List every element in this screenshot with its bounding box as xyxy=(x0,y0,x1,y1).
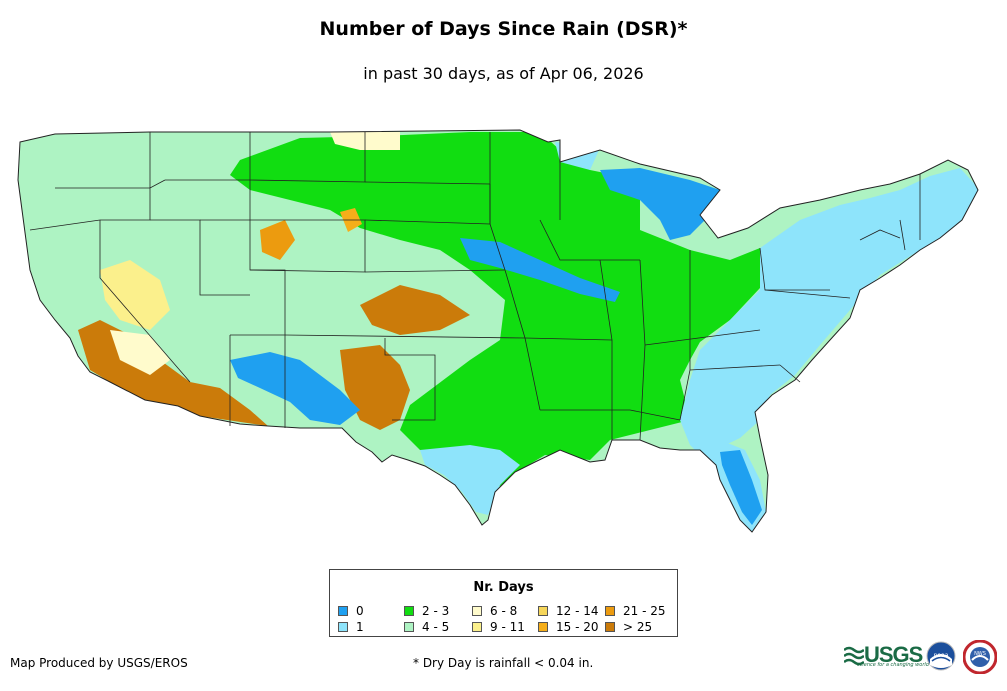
noaa-logo: noaa xyxy=(926,641,956,671)
legend-item-0: 0 xyxy=(338,604,364,618)
nws-logo: NWS xyxy=(963,640,997,674)
legend-label-12-14: 12 - 14 xyxy=(556,604,599,618)
legend-label-6-8: 6 - 8 xyxy=(490,604,518,618)
legend-item-12-14: 12 - 14 xyxy=(538,604,599,618)
legend-label-2-3: 2 - 3 xyxy=(422,604,450,618)
legend-label-9-11: 9 - 11 xyxy=(490,620,525,634)
legend-swatch-15-20 xyxy=(538,622,548,632)
map-title: Number of Days Since Rain (DSR)* xyxy=(319,18,688,40)
legend-swatch-0 xyxy=(338,606,348,616)
usgs-logo: USGS xyxy=(844,640,923,670)
region-6-11-desert xyxy=(100,260,170,330)
legend-title: Nr. Days xyxy=(473,580,534,595)
us-dsr-map xyxy=(17,129,979,533)
region-0-southwest xyxy=(230,352,360,425)
legend-label-15-20: 15 - 20 xyxy=(556,620,599,634)
region-0-florida xyxy=(720,450,762,525)
legend-item-9-11: 9 - 11 xyxy=(472,620,525,634)
legend-label-1: 1 xyxy=(356,620,364,634)
legend-swatch-9-11 xyxy=(472,622,482,632)
legend-item-1: 1 xyxy=(338,620,364,634)
dsr-regions xyxy=(18,130,978,532)
legend-swatch-2-3 xyxy=(404,606,414,616)
legend-label-0: 0 xyxy=(356,604,364,618)
region-1-east xyxy=(680,168,978,450)
legend-swatch-4-5 xyxy=(404,622,414,632)
legend-swatch-6-8 xyxy=(472,606,482,616)
region-gt25-kansas xyxy=(360,285,470,335)
noaa-logo-text: noaa xyxy=(934,652,949,659)
usgs-tagline: science for a changing world xyxy=(857,662,929,668)
legend-item-15-20: 15 - 20 xyxy=(538,620,599,634)
legend-item-2-3: 2 - 3 xyxy=(404,604,449,618)
legend-label-4-5: 4 - 5 xyxy=(422,620,450,634)
nws-logo-text: NWS xyxy=(974,651,986,657)
usgs-wave-icon xyxy=(844,646,864,666)
region-0-michigan xyxy=(600,168,720,240)
legend-label-21-25: 21 - 25 xyxy=(623,604,666,618)
legend-item-6-8: 6 - 8 xyxy=(472,604,517,618)
legend-item-gt25: > 25 xyxy=(605,620,652,634)
legend-swatch-21-25 xyxy=(605,606,615,616)
legend-swatch-1 xyxy=(338,622,348,632)
legend-label-gt25: > 25 xyxy=(623,620,653,634)
region-21-25-colorado xyxy=(260,220,295,260)
legend: Nr. Days 0 1 2 - 3 4 - 5 6 - 8 9 - 11 12… xyxy=(329,569,678,637)
legend-item-21-25: 21 - 25 xyxy=(605,604,666,618)
credit-text: Map Produced by USGS/EROS xyxy=(10,656,188,670)
map-subtitle: in past 30 days, as of Apr 06, 2026 xyxy=(363,64,644,83)
legend-swatch-12-14 xyxy=(538,606,548,616)
legend-swatch-gt25 xyxy=(605,622,615,632)
usgs-logo-text: USGS xyxy=(864,642,923,667)
legend-item-4-5: 4 - 5 xyxy=(404,620,449,634)
dry-day-note: * Dry Day is rainfall < 0.04 in. xyxy=(413,656,594,670)
state-borders xyxy=(29,132,921,441)
